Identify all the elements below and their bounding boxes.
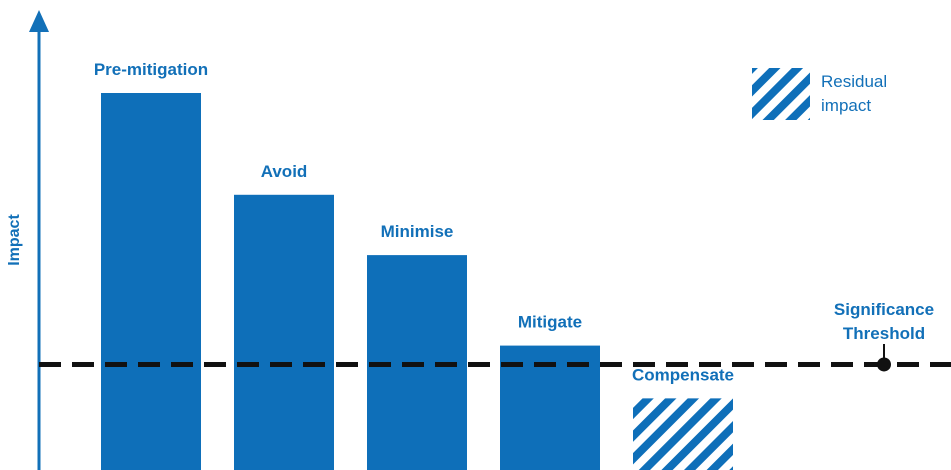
legend-swatch-residual: [752, 68, 810, 120]
threshold-label-line2: Threshold: [843, 324, 925, 343]
bar-label-pre-mitigation: Pre-mitigation: [94, 60, 208, 79]
legend-label-line2: impact: [821, 96, 871, 115]
bars-group: [101, 93, 733, 470]
y-axis: [29, 10, 49, 470]
y-axis-arrow-icon: [29, 10, 49, 32]
y-axis-title: Impact: [6, 214, 23, 266]
bar-labels-group: Pre-mitigation Avoid Minimise Mitigate Compe…: [94, 60, 734, 384]
bar-compensate-residual: [633, 398, 733, 470]
threshold: Significance Threshold: [39, 300, 951, 372]
legend: Residual impact: [752, 68, 887, 120]
bar-pre-mitigation: [101, 93, 201, 470]
bar-label-minimise: Minimise: [381, 222, 454, 241]
bar-avoid: [234, 194, 334, 470]
bar-label-mitigate: Mitigate: [518, 313, 582, 332]
bar-label-compensate: Compensate: [632, 365, 734, 384]
threshold-marker: [877, 357, 891, 372]
legend-label-line1: Residual: [821, 72, 887, 91]
bar-label-avoid: Avoid: [261, 162, 308, 181]
threshold-label-line1: Significance: [834, 300, 934, 319]
